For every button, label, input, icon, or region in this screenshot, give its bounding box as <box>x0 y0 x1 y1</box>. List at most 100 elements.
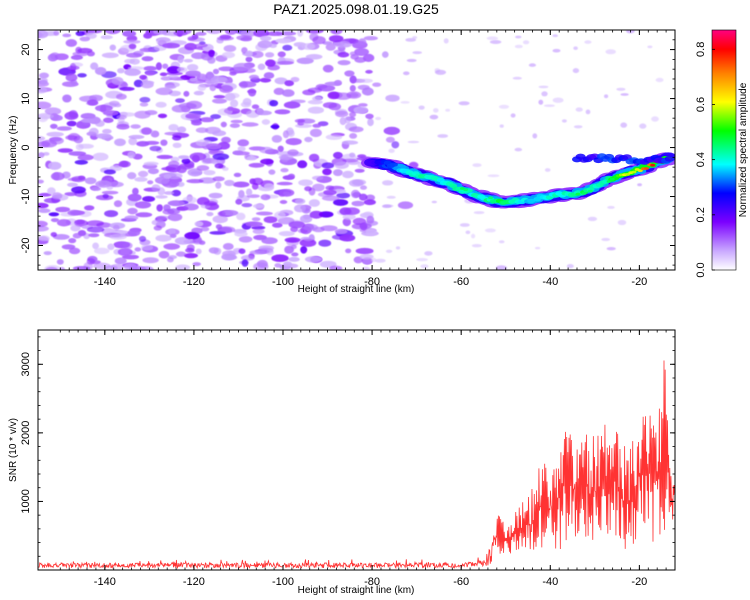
noise-cell <box>167 213 183 222</box>
noise-cell <box>127 207 138 215</box>
noise-cell <box>283 101 301 109</box>
noise-cell <box>103 169 116 175</box>
noise-cell <box>236 212 246 221</box>
y-tick-label: 20 <box>20 43 32 55</box>
noise-cell <box>382 180 394 186</box>
noise-cell <box>283 261 292 267</box>
noise-cell <box>308 153 320 162</box>
noise-cell <box>333 40 351 48</box>
noise-cell <box>237 139 249 147</box>
snr-panel: -140 -120 -100 -80 -60 -40 -20 1000 2000 3000 Hei… <box>8 329 676 596</box>
noise-cell <box>552 48 561 53</box>
noise-cell <box>270 124 280 129</box>
noise-cell <box>359 253 374 260</box>
noise-cell <box>88 127 99 137</box>
noise-cell <box>139 102 149 107</box>
noise-cell <box>171 104 188 113</box>
noise-cell <box>155 62 162 71</box>
noise-cell <box>185 70 201 77</box>
noise-cell <box>41 139 57 148</box>
noise-cell <box>175 251 187 257</box>
noise-cell <box>147 180 154 185</box>
noise-cell <box>87 99 99 106</box>
x-tick-label: -20 <box>631 576 647 588</box>
noise-cell <box>290 76 300 83</box>
noise-cell <box>416 258 428 262</box>
noise-cell <box>72 232 82 239</box>
noise-cell <box>126 52 142 58</box>
noise-cell <box>38 115 48 123</box>
noise-cell <box>238 81 257 88</box>
noise-cell <box>323 189 337 196</box>
noise-cell <box>307 106 324 114</box>
noise-cell <box>366 215 375 224</box>
noise-cell <box>169 233 177 238</box>
noise-cell <box>163 243 180 250</box>
noise-cell <box>309 128 322 138</box>
noise-cell <box>249 250 267 255</box>
noise-cell <box>336 192 351 199</box>
y-tick-label: 10 <box>20 92 32 104</box>
noise-cell <box>284 80 295 87</box>
noise-cell <box>258 245 275 252</box>
noise-cell <box>134 177 148 182</box>
noise-cell <box>601 237 611 242</box>
noise-cell <box>604 94 609 99</box>
y-tick-label: 3000 <box>20 352 32 376</box>
noise-cell <box>193 90 205 96</box>
noise-cell <box>274 211 286 220</box>
noise-cell <box>84 177 97 185</box>
noise-cell <box>353 106 369 114</box>
noise-cell <box>277 51 286 58</box>
noise-cell <box>383 126 400 135</box>
noise-cell <box>142 196 156 202</box>
x-tick-label: -100 <box>272 576 294 588</box>
ridge-cell <box>463 188 469 192</box>
noise-cell <box>251 104 260 109</box>
noise-cell <box>358 193 368 201</box>
noise-cell <box>538 99 544 105</box>
noise-cell <box>68 238 77 244</box>
noise-cell <box>38 225 49 232</box>
noise-cell <box>324 81 342 87</box>
noise-cell <box>271 254 289 262</box>
spectrogram-y-axis-label: Frequency (Hz) <box>8 116 19 185</box>
noise-cell <box>248 162 265 168</box>
noise-cell <box>65 135 78 141</box>
noise-cell <box>39 72 49 79</box>
noise-cell <box>122 242 133 250</box>
noise-cell <box>168 160 180 168</box>
x-tick-label: -20 <box>631 276 647 288</box>
noise-cell <box>213 95 226 99</box>
noise-cell <box>495 265 507 270</box>
noise-cell <box>365 113 374 120</box>
snr-frame <box>37 329 676 571</box>
noise-cell <box>291 252 299 257</box>
noise-cell <box>241 259 249 267</box>
noise-cell <box>175 98 185 103</box>
noise-cell <box>176 67 188 73</box>
noise-cell <box>102 128 112 134</box>
noise-cell <box>220 121 227 128</box>
noise-cell <box>217 141 230 150</box>
noise-cell <box>334 161 349 169</box>
noise-cell <box>164 131 183 136</box>
noise-cell <box>297 160 308 169</box>
noise-cell <box>79 36 91 42</box>
noise-cell <box>38 192 52 197</box>
noise-cell <box>303 237 314 242</box>
noise-cell <box>74 159 89 165</box>
noise-cell <box>38 220 48 227</box>
noise-cell <box>38 208 51 213</box>
noise-cell <box>655 77 664 83</box>
noise-cell <box>80 118 96 123</box>
noise-cell <box>178 155 190 160</box>
noise-cell <box>109 44 117 51</box>
noise-cell <box>418 105 425 110</box>
noise-cell <box>298 179 313 186</box>
noise-cell <box>221 253 237 261</box>
noise-cell <box>309 210 323 219</box>
noise-cell <box>177 30 192 35</box>
noise-cell <box>162 63 169 69</box>
